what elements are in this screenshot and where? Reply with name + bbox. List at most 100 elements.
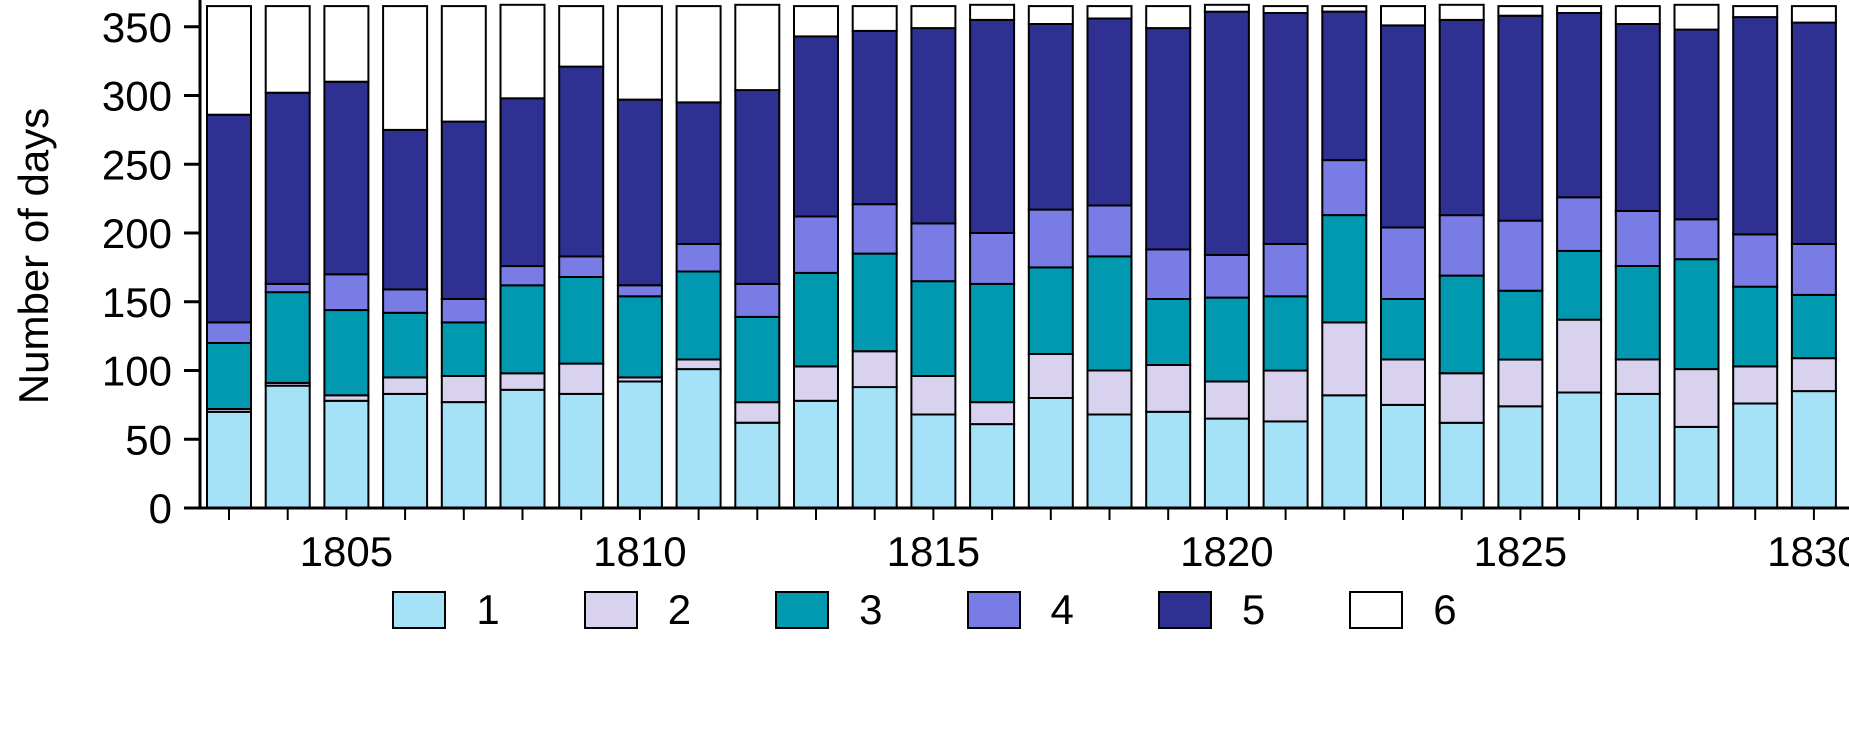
legend-swatch-5	[1157, 591, 1212, 629]
bar-segment-1819-cat2	[1145, 364, 1192, 413]
bar-segment-1817-cat2	[1027, 353, 1074, 399]
bar-segment-1814-cat4	[851, 203, 898, 255]
bar-segment-1809-cat4	[558, 255, 605, 278]
bar-segment-1813-cat1	[793, 399, 839, 510]
bar-segment-1817-cat1	[1027, 397, 1074, 509]
bar-segment-1810-cat1	[616, 380, 663, 509]
bar-segment-1806-cat2	[382, 376, 429, 395]
bar-segment-1827-cat6	[1614, 5, 1661, 25]
bar-segment-1829-cat6	[1732, 5, 1779, 19]
bar-segment-1811-cat6	[675, 5, 722, 104]
bar-segment-1804-cat5	[264, 91, 311, 285]
bar-segment-1806-cat6	[382, 5, 429, 131]
bar-segment-1821-cat4	[1262, 243, 1309, 298]
bar-segment-1811-cat2	[675, 358, 722, 371]
bar-segment-1830-cat1	[1790, 390, 1837, 510]
bar-segment-1816-cat5	[969, 18, 1016, 235]
bar-segment-1818-cat5	[1086, 17, 1133, 207]
bar-segment-1822-cat2	[1321, 321, 1368, 397]
bar-segment-1819-cat3	[1145, 298, 1192, 366]
bar-segment-1829-cat2	[1732, 365, 1779, 405]
legend-swatch-4	[966, 591, 1021, 629]
bar-segment-1828-cat2	[1673, 368, 1720, 428]
bar-segment-1804-cat4	[264, 282, 311, 294]
bar-segment-1817-cat6	[1027, 5, 1074, 25]
chart-plot-area: 1805 1810 1815 1820 1825 1830 0 50 100 150 200 250 3…	[102, 0, 1849, 575]
bar-segment-1815-cat6	[910, 5, 957, 30]
legend-swatch-1	[392, 591, 447, 629]
y-tick-label: 250	[102, 141, 172, 188]
bar-segment-1817-cat4	[1027, 208, 1074, 269]
bar-segment-1830-cat5	[1790, 21, 1837, 245]
bar-segment-1824-cat6	[1438, 3, 1485, 21]
legend-label-1: 1	[476, 586, 500, 633]
bar-segment-1817-cat3	[1027, 266, 1074, 355]
bar-segment-1813-cat3	[793, 271, 839, 368]
bar-segment-1827-cat3	[1614, 265, 1661, 361]
bar-segment-1830-cat4	[1790, 243, 1837, 296]
bar-segment-1816-cat4	[969, 232, 1016, 285]
bar-segment-1822-cat5	[1321, 10, 1368, 162]
bar-segment-1806-cat1	[382, 392, 429, 509]
bar-segment-1806-cat5	[382, 128, 429, 291]
bar-segment-1810-cat6	[616, 5, 663, 101]
bar-segment-1825-cat3	[1497, 289, 1544, 361]
legend-swatch-2	[583, 591, 638, 629]
bar-segment-1807-cat5	[440, 120, 487, 300]
bar-segment-1803-cat1	[206, 410, 252, 510]
x-tick-label: 1825	[1474, 528, 1567, 575]
bar-segment-1825-cat2	[1497, 358, 1544, 408]
bar-segment-1808-cat3	[499, 284, 546, 375]
bar-segment-1820-cat6	[1203, 3, 1250, 13]
bar-segment-1812-cat1	[734, 421, 781, 510]
bar-segment-1811-cat4	[675, 243, 722, 273]
bar-segment-1822-cat6	[1321, 5, 1368, 13]
bar-segment-1824-cat2	[1438, 372, 1485, 424]
bar-segment-1821-cat2	[1262, 369, 1309, 423]
x-tick-label: 1805	[300, 528, 393, 575]
bar-segment-1825-cat5	[1497, 14, 1544, 222]
x-tick-label: 1830	[1767, 528, 1849, 575]
bar-segment-1815-cat1	[910, 413, 957, 509]
bar-segment-1822-cat1	[1321, 394, 1368, 510]
bar-segment-1826-cat6	[1556, 5, 1603, 14]
bar-segment-1813-cat6	[793, 5, 839, 38]
legend-item-4: 4	[966, 586, 1074, 634]
legend-swatch-3	[775, 591, 830, 629]
legend-label-3: 3	[859, 586, 883, 633]
bar-segment-1829-cat3	[1732, 285, 1779, 368]
bar-segment-1807-cat1	[440, 401, 487, 510]
bar-segment-1816-cat6	[969, 3, 1016, 21]
bar-segment-1820-cat3	[1203, 296, 1250, 383]
bar-segment-1812-cat2	[734, 401, 781, 424]
bar-segment-1803-cat5	[206, 113, 252, 324]
legend-item-2: 2	[583, 586, 692, 634]
bar-segment-1803-cat4	[206, 321, 252, 344]
bar-segment-1830-cat2	[1790, 357, 1837, 393]
bar-segment-1826-cat3	[1556, 249, 1603, 321]
bar-segment-1806-cat4	[382, 288, 429, 314]
bar-segment-1815-cat5	[910, 27, 957, 225]
chart-legend: 1 2 3 4 5 6	[0, 586, 1849, 634]
bar-segment-1826-cat5	[1556, 12, 1603, 199]
legend-item-3: 3	[775, 586, 883, 634]
bar-segment-1808-cat5	[499, 97, 546, 268]
bar-segment-1809-cat1	[558, 392, 605, 509]
bar-segment-1811-cat5	[675, 101, 722, 246]
legend-item-5: 5	[1157, 586, 1265, 634]
bar-segment-1823-cat6	[1380, 5, 1426, 27]
bar-segment-1821-cat1	[1262, 420, 1309, 509]
bar-segment-1825-cat6	[1497, 5, 1544, 17]
bar-segment-1810-cat4	[616, 284, 663, 298]
bar-segment-1805-cat1	[323, 399, 370, 510]
bar-segment-1827-cat5	[1614, 23, 1661, 212]
bar-segment-1809-cat6	[558, 5, 605, 68]
bar-segment-1815-cat2	[910, 375, 957, 416]
bar-segment-1804-cat1	[264, 384, 311, 510]
bar-segment-1829-cat1	[1732, 402, 1779, 509]
legend-label-2: 2	[667, 586, 692, 633]
bar-segment-1805-cat3	[323, 309, 370, 397]
bar-segment-1819-cat1	[1145, 410, 1192, 510]
bar-segment-1822-cat4	[1321, 159, 1368, 217]
